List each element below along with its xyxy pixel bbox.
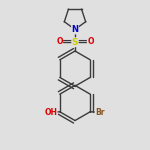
Text: O: O [87, 37, 94, 46]
Text: O: O [56, 37, 63, 46]
Text: Br: Br [95, 108, 105, 117]
Text: S: S [72, 38, 78, 47]
Text: N: N [72, 25, 78, 34]
Text: OH: OH [44, 108, 57, 117]
